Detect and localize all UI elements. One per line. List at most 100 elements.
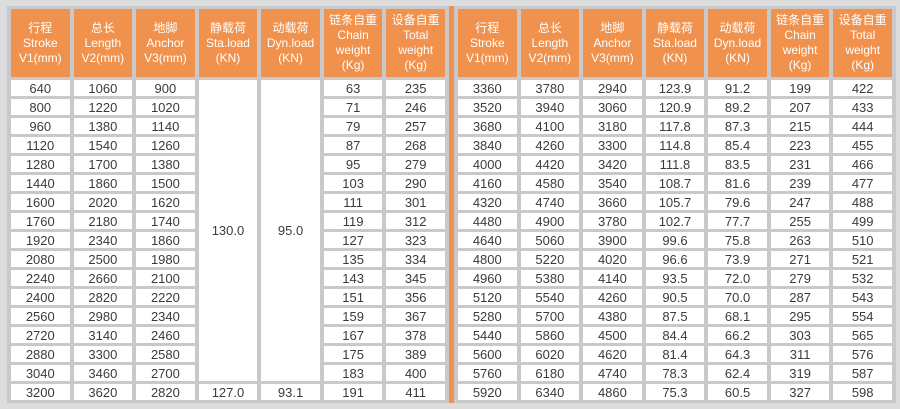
table-cell-chain-weight: 135 — [323, 251, 383, 267]
table-cell-total-weight: 246 — [386, 99, 445, 115]
table-cell-chain-weight: 167 — [323, 327, 383, 343]
table-cell-anchor: 2940 — [583, 80, 642, 96]
table-cell-chain-weight: 127 — [323, 232, 383, 248]
table-cell-anchor: 3540 — [583, 175, 642, 191]
table-row: 5280 5700 4380 87.5 68.1 295 554 — [458, 308, 892, 324]
table-row: 5920 6340 4860 75.3 60.5 327 598 — [458, 384, 892, 400]
table-cell-anchor: 4260 — [583, 289, 642, 305]
table-cell-total-weight: 235 — [386, 80, 445, 96]
table-cell-total-weight: 433 — [833, 99, 892, 115]
table-cell-stroke: 5600 — [458, 346, 517, 362]
table-cell-length: 5540 — [520, 289, 580, 305]
table-cell-chain-weight: 87 — [323, 137, 383, 153]
table-cell-static-load: 87.5 — [645, 308, 705, 324]
table-cell-length: 5380 — [520, 270, 580, 286]
table-cell-anchor: 1380 — [136, 156, 195, 172]
table-cell-dynamic-load: 87.3 — [708, 118, 767, 134]
column-header-line: Sta.load — [205, 35, 250, 50]
table-cell-total-weight: 367 — [386, 308, 445, 324]
table-row: 3360 3780 2940 123.9 91.2 199 422 — [458, 80, 892, 96]
table-cell-chain-weight: 159 — [323, 308, 383, 324]
table-cell-stroke: 1120 — [11, 137, 70, 153]
table-cell-static-load: 120.9 — [645, 99, 705, 115]
column-header-dynamic-load: 动载荷 Dyn.load (KN) — [261, 9, 320, 77]
table-row: 3840 4260 3300 114.8 85.4 223 455 — [458, 137, 892, 153]
table-row: 4800 5220 4020 96.6 73.9 271 521 — [458, 251, 892, 267]
table-cell-anchor: 3780 — [583, 213, 642, 229]
table-cell-total-weight: 587 — [833, 365, 892, 381]
table-cell-stroke: 5440 — [458, 327, 517, 343]
table-cell-dynamic-load: 81.6 — [708, 175, 767, 191]
table-row: 4960 5380 4140 93.5 72.0 279 532 — [458, 270, 892, 286]
table-row: 4480 4900 3780 102.7 77.7 255 499 — [458, 213, 892, 229]
table-cell-total-weight: 598 — [833, 384, 892, 400]
table-row: 2560 2980 2340 159 367 — [11, 308, 445, 324]
table-row: 1440 1860 1500 103 290 — [11, 175, 445, 191]
merged-cell-dynamic-load: 95.0 — [261, 80, 320, 381]
table-cell-anchor: 4740 — [583, 365, 642, 381]
column-header-static-load: 静载荷 Sta.load (KN) — [198, 9, 258, 77]
column-header-line: (KN) — [278, 50, 303, 65]
table-cell-length: 4420 — [520, 156, 580, 172]
column-header-anchor: 地脚 Anchor V3(mm) — [583, 9, 642, 77]
table-cell-chain-weight: 63 — [323, 80, 383, 96]
table-cell-static-load: 108.7 — [645, 175, 705, 191]
column-header-chain-weight: 链条自重 Chain weight (Kg) — [323, 9, 383, 77]
merged-cell-static-load: 130.0 — [198, 80, 258, 381]
table-cell-length: 2340 — [73, 232, 133, 248]
column-header-dynamic-load: 动载荷 Dyn.load (KN) — [708, 9, 767, 77]
table-cell-anchor: 1620 — [136, 194, 195, 210]
table-row: 2720 3140 2460 167 378 — [11, 327, 445, 343]
column-header-line: Dyn.load — [266, 35, 315, 50]
table-cell-total-weight: 312 — [386, 213, 445, 229]
table-cell-chain-weight: 247 — [770, 194, 830, 210]
table-cell-length: 5220 — [520, 251, 580, 267]
table-cell-stroke: 2880 — [11, 346, 70, 362]
table-cell-stroke: 3680 — [458, 118, 517, 134]
column-header-line: 地脚 — [600, 20, 625, 35]
table-cell-chain-weight: 295 — [770, 308, 830, 324]
table-cell-stroke: 1280 — [11, 156, 70, 172]
table-cell-chain-weight: 207 — [770, 99, 830, 115]
column-header-anchor: 地脚 Anchor V3(mm) — [136, 9, 195, 77]
table-row: 4000 4420 3420 111.8 83.5 231 466 — [458, 156, 892, 172]
table-row: 1600 2020 1620 111 301 — [11, 194, 445, 210]
table-cell-total-weight: 422 — [833, 80, 892, 96]
table-cell-chain-weight: 319 — [770, 365, 830, 381]
table-cell-dynamic-load: 62.4 — [708, 365, 767, 381]
table-cell-anchor: 4620 — [583, 346, 642, 362]
table-row: 800 1220 1020 71 246 — [11, 99, 445, 115]
table-cell-static-load: 96.6 — [645, 251, 705, 267]
table-cell-anchor: 2340 — [136, 308, 195, 324]
table-row: 1280 1700 1380 95 279 — [11, 156, 445, 172]
table-cell-anchor: 3900 — [583, 232, 642, 248]
column-header-length: 总长 Length V2(mm) — [73, 9, 133, 77]
table-row: 5440 5860 4500 84.4 66.2 303 565 — [458, 327, 892, 343]
table-cell-anchor: 1980 — [136, 251, 195, 267]
table-cell-static-load: 127.0 — [198, 384, 258, 400]
spec-table-left: 行程 Stroke V1(mm) 总长 Length V2(mm) 地脚 Anchor V3(m… — [7, 6, 449, 403]
spec-table-right: 行程 Stroke V1(mm) 总长 Length V2(mm) 地脚 Anchor V3(m… — [454, 6, 896, 403]
table-cell-total-weight: 279 — [386, 156, 445, 172]
table-cell-static-load: 75.3 — [645, 384, 705, 400]
column-header-line: Anchor — [146, 35, 185, 50]
table-cell-stroke: 4960 — [458, 270, 517, 286]
column-header-line: 地脚 — [153, 20, 178, 35]
table-cell-dynamic-load: 93.1 — [261, 384, 320, 400]
table-cell-total-weight: 576 — [833, 346, 892, 362]
table-cell-length: 2660 — [73, 270, 133, 286]
column-header-line: (KN) — [215, 50, 241, 65]
column-header-line: weight — [845, 43, 881, 57]
table-cell-dynamic-load: 79.6 — [708, 194, 767, 210]
table-cell-length: 4260 — [520, 137, 580, 153]
table-cell-stroke: 5920 — [458, 384, 517, 400]
table-cell-stroke: 2080 — [11, 251, 70, 267]
table-cell-length: 1700 — [73, 156, 133, 172]
table-cell-total-weight: 290 — [386, 175, 445, 191]
table-cell-dynamic-load: 72.0 — [708, 270, 767, 286]
table-cell-stroke: 4800 — [458, 251, 517, 267]
table-cell-static-load: 90.5 — [645, 289, 705, 305]
table-cell-dynamic-load: 70.0 — [708, 289, 767, 305]
table-cell-total-weight: 301 — [386, 194, 445, 210]
table-cell-total-weight: 565 — [833, 327, 892, 343]
